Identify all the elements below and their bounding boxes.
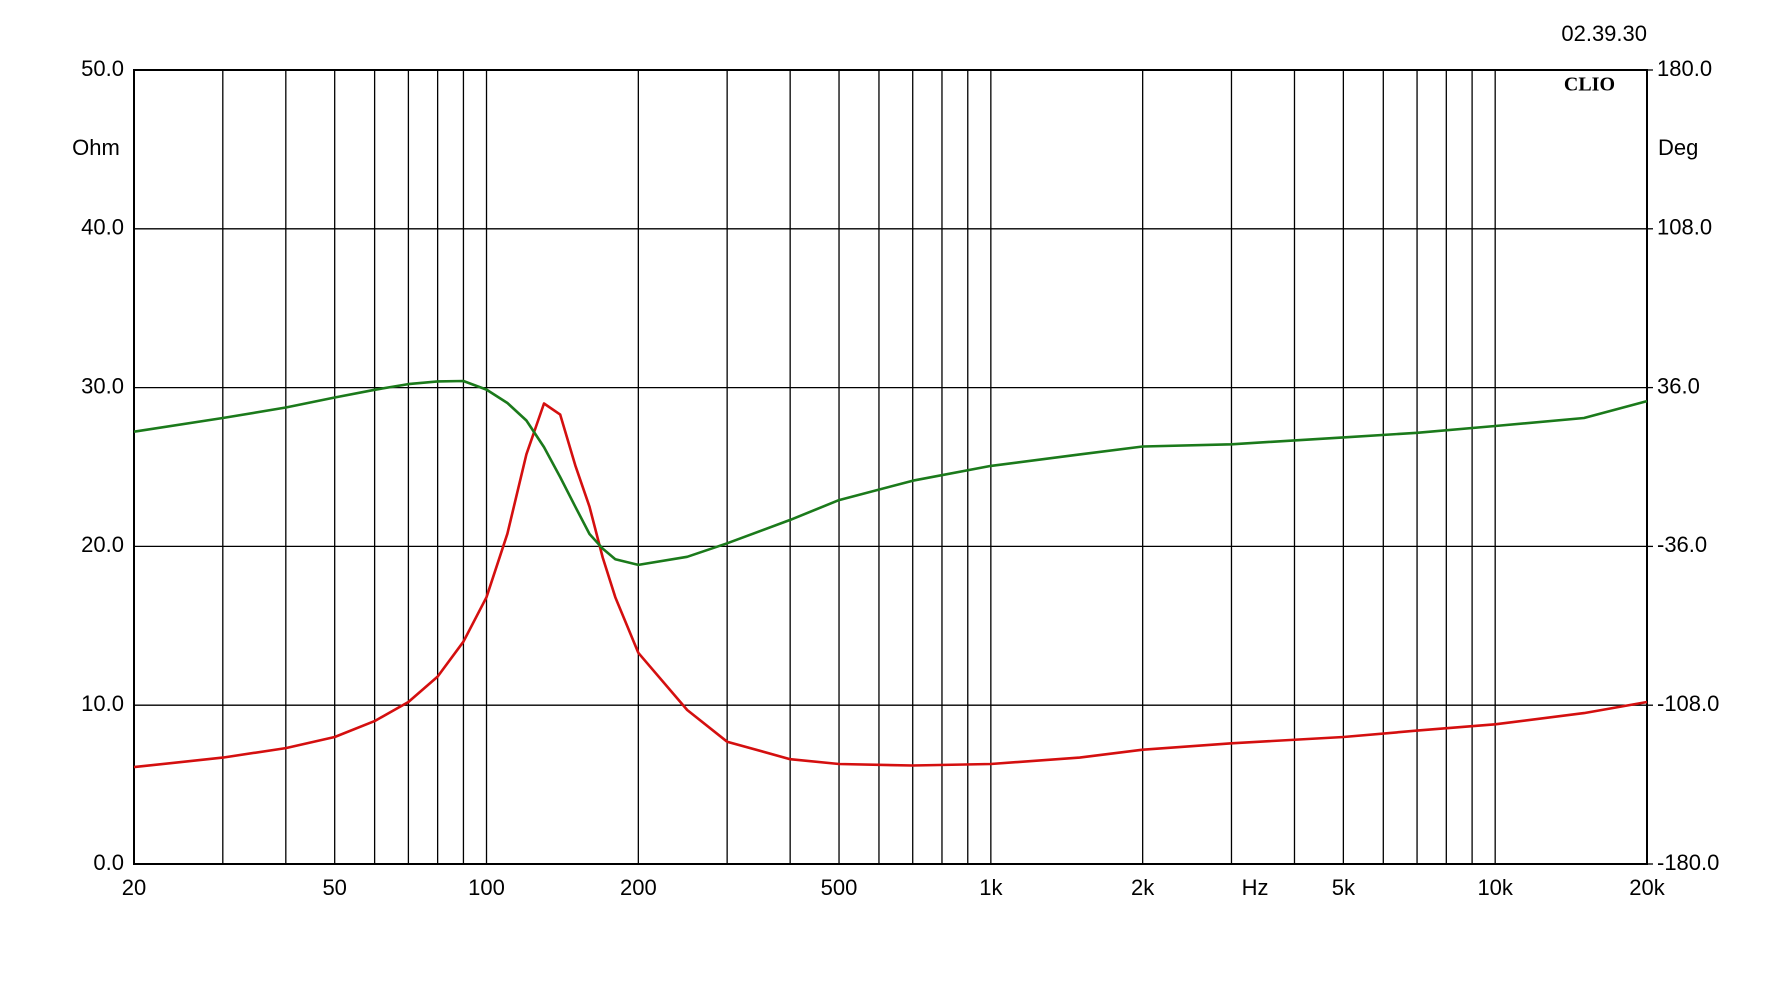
x-tick-label: 50 [322, 875, 346, 900]
y-tick-label: 20.0 [81, 532, 124, 557]
x-tick-label: 2k [1131, 875, 1155, 900]
y2-tick-label: 36.0 [1657, 373, 1700, 398]
y2-tick-label: -180.0 [1657, 850, 1719, 875]
y-tick-label: 40.0 [81, 215, 124, 240]
y-axis-label: Ohm [72, 135, 120, 160]
y-tick-label: 0.0 [93, 850, 124, 875]
y-tick-label: 50.0 [81, 56, 124, 81]
series-line [133, 379, 1648, 567]
x-axis-label: Hz [1242, 875, 1269, 900]
y2-tick-label: -108.0 [1657, 691, 1719, 716]
x-tick-label: 100 [468, 875, 505, 900]
x-tick-label: 5k [1332, 875, 1356, 900]
timestamp: 02.39.30 [1561, 21, 1647, 46]
x-tick-label: 1k [979, 875, 1003, 900]
y2-tick-label: 108.0 [1657, 215, 1712, 240]
y2-tick-label: -36.0 [1657, 532, 1707, 557]
y2-axis-label: Deg [1658, 135, 1698, 160]
y-tick-label: 10.0 [81, 691, 124, 716]
x-tick-label: 200 [620, 875, 657, 900]
plot-frame [133, 69, 1648, 865]
y2-tick-label: 180.0 [1657, 56, 1712, 81]
x-tick-label: 20k [1629, 875, 1665, 900]
logo: CLIO [1564, 74, 1615, 96]
y-tick-label: 30.0 [81, 373, 124, 398]
series-line [133, 402, 1648, 769]
x-tick-label: 10k [1477, 875, 1513, 900]
x-tick-label: 20 [122, 875, 146, 900]
x-tick-label: 500 [821, 875, 858, 900]
